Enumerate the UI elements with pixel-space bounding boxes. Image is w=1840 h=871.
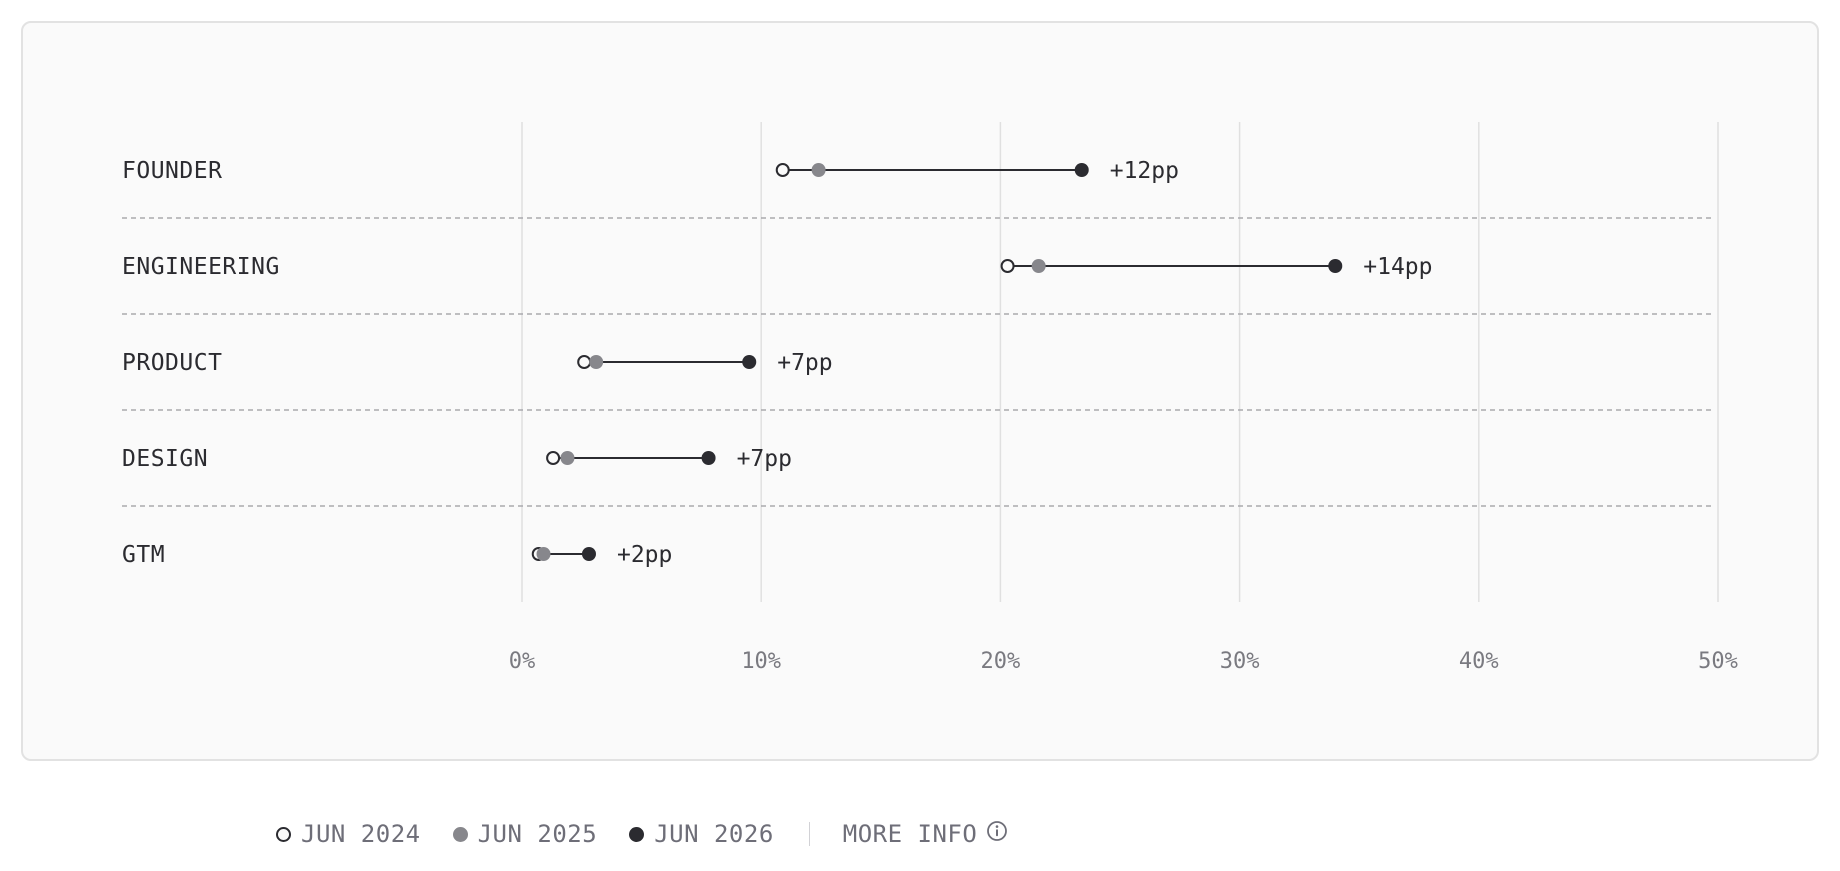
more-info-label: MORE INFO	[842, 820, 978, 848]
category-label: PRODUCT	[122, 350, 222, 376]
more-info-button[interactable]: MORE INFO	[843, 820, 1009, 848]
x-tick-label: 20%	[981, 649, 1021, 674]
point-jun-2026	[581, 547, 596, 561]
point-jun-2026	[742, 355, 757, 369]
legend-label: JUN 2026	[654, 820, 774, 848]
delta-label: +7pp	[777, 350, 832, 376]
category-label: ENGINEERING	[122, 254, 280, 280]
legend-item-jun-2026: JUN 2026	[629, 820, 774, 848]
delta-label: +2pp	[617, 542, 672, 568]
chart-card	[21, 21, 1819, 761]
x-tick-label: 10%	[741, 649, 781, 674]
point-jun-2026	[701, 451, 716, 465]
point-jun-2024	[775, 163, 790, 177]
legend-label: JUN 2024	[301, 820, 421, 848]
legend-label: JUN 2025	[477, 820, 598, 848]
gray-circle-icon	[452, 826, 468, 842]
point-jun-2024	[1000, 259, 1015, 273]
legend-divider	[808, 822, 810, 846]
point-jun-2025	[811, 163, 826, 177]
legend-item-jun-2024: JUN 2024	[276, 820, 421, 848]
point-jun-2026	[1328, 259, 1343, 273]
category-label: GTM	[122, 542, 165, 568]
x-tick-label: 50%	[1698, 649, 1738, 674]
delta-label: +12pp	[1110, 158, 1179, 184]
category-label: DESIGN	[122, 446, 208, 472]
open-circle-icon	[276, 826, 291, 842]
delta-label: +7pp	[737, 446, 792, 472]
legend: JUN 2024 JUN 2025 JUN 2026 MORE INFO	[276, 818, 1008, 850]
legend-item-jun-2025: JUN 2025	[452, 820, 598, 848]
x-tick-label: 40%	[1459, 649, 1499, 674]
dumbbell-chart: 0% 10% 20% 30% 40% 50% FOUNDER +12pp ENGINEERING…	[122, 122, 1738, 674]
category-label: FOUNDER	[122, 158, 222, 184]
info-icon	[986, 820, 1008, 848]
point-jun-2025	[536, 547, 551, 561]
dark-circle-icon	[629, 826, 645, 842]
point-jun-2024	[546, 451, 561, 465]
point-jun-2025	[589, 355, 604, 369]
point-jun-2025	[560, 451, 575, 465]
x-tick-label: 0%	[509, 649, 536, 674]
delta-label: +14pp	[1363, 254, 1432, 280]
x-tick-label: 30%	[1220, 649, 1260, 674]
point-jun-2025	[1031, 259, 1046, 273]
point-jun-2026	[1074, 163, 1089, 177]
point-jun-2024	[577, 355, 592, 369]
